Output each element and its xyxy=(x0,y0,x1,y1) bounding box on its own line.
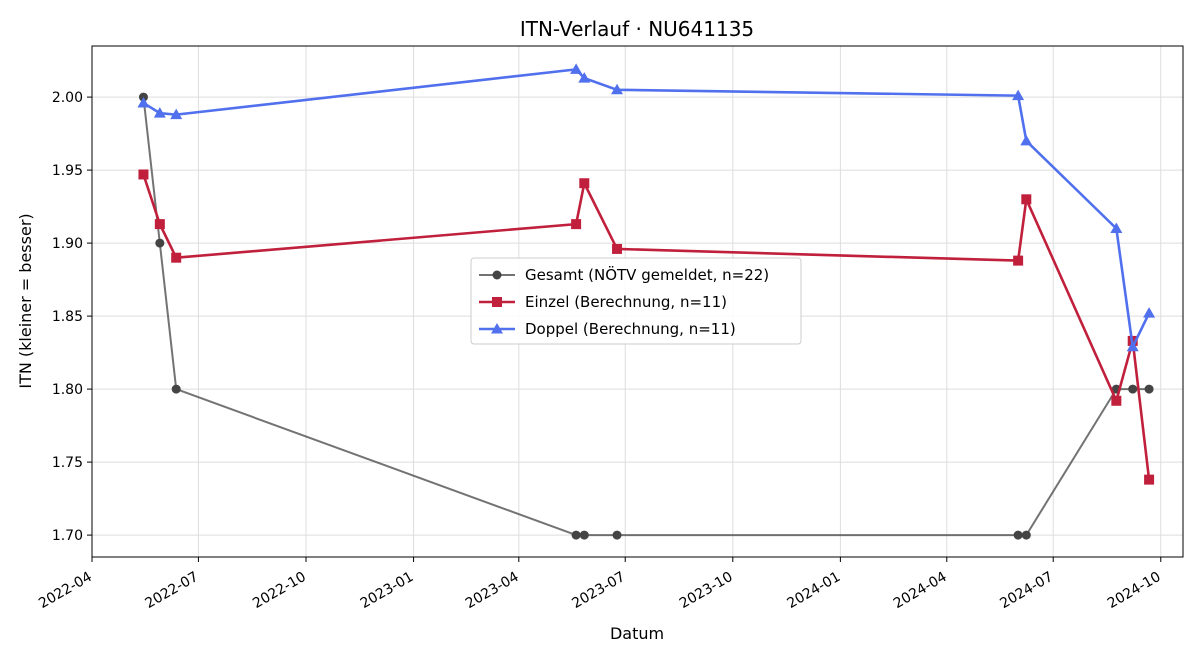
data-point xyxy=(171,384,181,394)
data-point xyxy=(1021,194,1032,205)
x-tick-label: 2024-04 xyxy=(891,569,950,612)
data-point xyxy=(1021,530,1031,540)
data-point xyxy=(612,243,623,254)
legend: Gesamt (NÖTV gemeldet, n=22) Einzel (Bere… xyxy=(470,257,802,345)
data-point xyxy=(1020,134,1033,146)
y-tick-label: 1.95 xyxy=(52,163,83,179)
y-tick-label: 2.00 xyxy=(52,90,83,106)
data-point xyxy=(571,219,582,230)
data-point xyxy=(155,238,165,248)
data-point xyxy=(570,63,583,74)
data-point xyxy=(138,169,149,180)
chart-title: ITN-Verlauf · NU641135 xyxy=(520,17,754,41)
legend-swatch-marker xyxy=(492,297,502,307)
data-point xyxy=(611,83,624,95)
x-tick-label: 2024-10 xyxy=(1105,569,1164,612)
y-axis-label: ITN (kleiner = besser) xyxy=(16,213,35,388)
y-tick-label: 1.70 xyxy=(52,528,83,544)
data-point xyxy=(579,530,589,540)
data-point xyxy=(1128,384,1138,394)
y-tick-label: 1.80 xyxy=(52,382,83,398)
data-point xyxy=(1013,255,1024,266)
axis-ticks: 2022-04 2022-07 2022-10 2023-01 2023-04 2023-… xyxy=(36,90,1163,612)
data-point xyxy=(153,107,166,118)
legend-label: Doppel (Berechnung, n=11) xyxy=(525,320,736,338)
x-tick-label: 2024-07 xyxy=(997,569,1056,612)
data-point xyxy=(154,219,165,230)
data-point xyxy=(1144,474,1155,485)
data-point xyxy=(1013,530,1023,540)
series-circle xyxy=(138,92,1154,540)
x-tick-label: 2022-07 xyxy=(143,569,202,612)
data-point xyxy=(137,96,150,108)
x-tick-label: 2022-10 xyxy=(250,569,309,612)
data-point xyxy=(170,108,183,120)
y-tick-label: 1.75 xyxy=(52,455,83,471)
plot-frame xyxy=(91,45,1184,558)
data-point xyxy=(571,530,581,540)
x-tick-label: 2024-01 xyxy=(785,569,844,612)
x-axis-label: Datum xyxy=(610,624,664,643)
x-tick-label: 2022-04 xyxy=(36,569,95,612)
data-point xyxy=(1110,222,1123,233)
legend-swatch-marker xyxy=(492,270,502,280)
series-square xyxy=(138,169,1155,485)
data-point xyxy=(1144,384,1154,394)
data-point xyxy=(1143,307,1156,318)
legend-label: Einzel (Berechnung, n=11) xyxy=(525,293,727,311)
grid xyxy=(91,46,1183,557)
data-point xyxy=(579,178,590,189)
legend-box xyxy=(470,257,802,345)
x-tick-label: 2023-10 xyxy=(677,569,736,612)
legend-label: Gesamt (NÖTV gemeldet, n=22) xyxy=(525,265,769,284)
y-tick-label: 1.90 xyxy=(52,236,83,252)
data-point xyxy=(578,72,591,83)
series-triangle xyxy=(137,63,1156,352)
legend-swatch-marker xyxy=(491,323,503,334)
data-point xyxy=(1126,340,1139,352)
data-point xyxy=(1111,395,1122,406)
data-point xyxy=(1012,89,1025,101)
x-tick-label: 2023-07 xyxy=(569,569,628,612)
plot-series xyxy=(137,63,1156,540)
data-point xyxy=(171,252,182,263)
y-tick-label: 1.85 xyxy=(52,309,83,325)
x-tick-label: 2023-01 xyxy=(358,569,417,612)
data-point xyxy=(612,530,622,540)
x-tick-label: 2023-04 xyxy=(463,569,522,612)
